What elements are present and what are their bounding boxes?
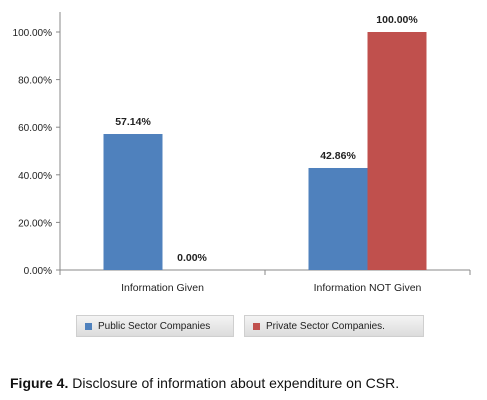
y-tick-label: 60.00% (18, 123, 52, 134)
bar-chart: 0.00% 20.00% 40.00% 60.00% 80.00% 100.00% Inf… (13, 12, 471, 294)
bars (103, 32, 427, 270)
legend-swatch-private (253, 322, 260, 330)
figure-number: Figure 4. (10, 375, 69, 391)
bar (367, 32, 427, 270)
data-label: 0.00% (177, 252, 207, 264)
legend-label-private: Private Sector Companies. (266, 320, 385, 332)
y-tick-label: 80.00% (18, 76, 52, 87)
y-tick-label: 0.00% (24, 266, 52, 277)
y-axis: 0.00% 20.00% 40.00% 60.00% 80.00% 100.00% (13, 12, 61, 277)
legend-item-private: Private Sector Companies. (244, 315, 424, 337)
data-label: 100.00% (376, 14, 418, 26)
legend-label-public: Public Sector Companies (98, 320, 211, 332)
caption-text: Disclosure of information about expendit… (68, 375, 400, 391)
figure-caption: Figure 4. Disclosure of information abou… (10, 375, 399, 391)
legend-swatch-public (85, 322, 92, 330)
data-labels: 57.14% 0.00% 42.86% 100.00% (115, 14, 418, 264)
legend-item-public: Public Sector Companies (76, 315, 234, 337)
y-tick-label: 40.00% (18, 171, 52, 182)
y-tick-label: 20.00% (18, 218, 52, 229)
data-label: 57.14% (115, 116, 151, 128)
bar (308, 167, 368, 270)
x-category-label: Information Given (121, 282, 204, 294)
data-label: 42.86% (320, 150, 356, 162)
x-category-label: Information NOT Given (314, 282, 422, 294)
bar (103, 134, 163, 270)
x-axis: Information Given Information NOT Given (59, 269, 471, 294)
y-tick-label: 100.00% (13, 28, 53, 39)
